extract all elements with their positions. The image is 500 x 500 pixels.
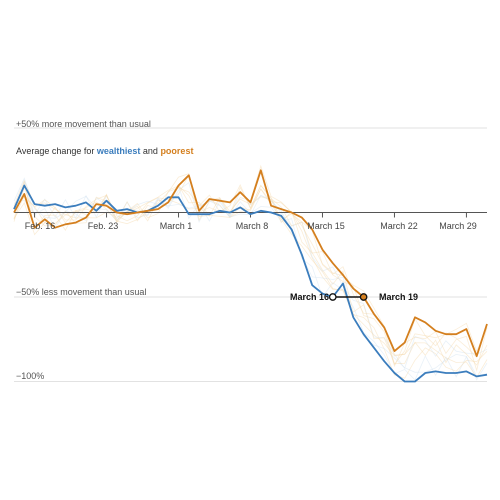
x-tick-label-feb-16: Feb. 16 (24, 221, 56, 231)
background-line (13, 180, 488, 381)
annotation-marker-march-16 (328, 293, 337, 301)
annotation-march-16: March 16 (290, 292, 330, 302)
reference-label-minus-100: −100% (16, 371, 45, 381)
background-line (13, 179, 488, 378)
x-tick-label-march-1: March 1 (159, 221, 193, 231)
x-tick-label-march-22: March 22 (380, 221, 418, 231)
background-line (13, 184, 488, 366)
background-line (13, 164, 488, 356)
subtitle-poorest: poorest (160, 146, 194, 156)
series-line-poorest (13, 169, 488, 358)
background-line (13, 182, 488, 370)
subtitle-middle: and (140, 146, 161, 156)
reference-label-plus-50: +50% more movement than usual (16, 119, 151, 129)
annotation-marker-march-19 (359, 293, 368, 301)
background-line (13, 183, 488, 366)
background-line (13, 188, 488, 379)
background-lines (13, 164, 488, 381)
subtitle-prefix: Average change for (16, 146, 97, 156)
reference-label-minus-50: −50% less movement than usual (16, 287, 147, 297)
annotation-march-19: March 19 (379, 292, 419, 302)
x-tick-label-feb-23: Feb. 23 (87, 221, 119, 231)
chart-subtitle: Average change for wealthiest and poores… (16, 146, 193, 156)
x-tick-label-march-8: March 8 (235, 221, 269, 231)
series-line-wealthiest (13, 184, 488, 383)
subtitle-wealthiest: wealthiest (96, 146, 141, 156)
x-tick-label-march-29: March 29 (439, 221, 477, 231)
x-tick-label-march-15: March 15 (307, 221, 345, 231)
